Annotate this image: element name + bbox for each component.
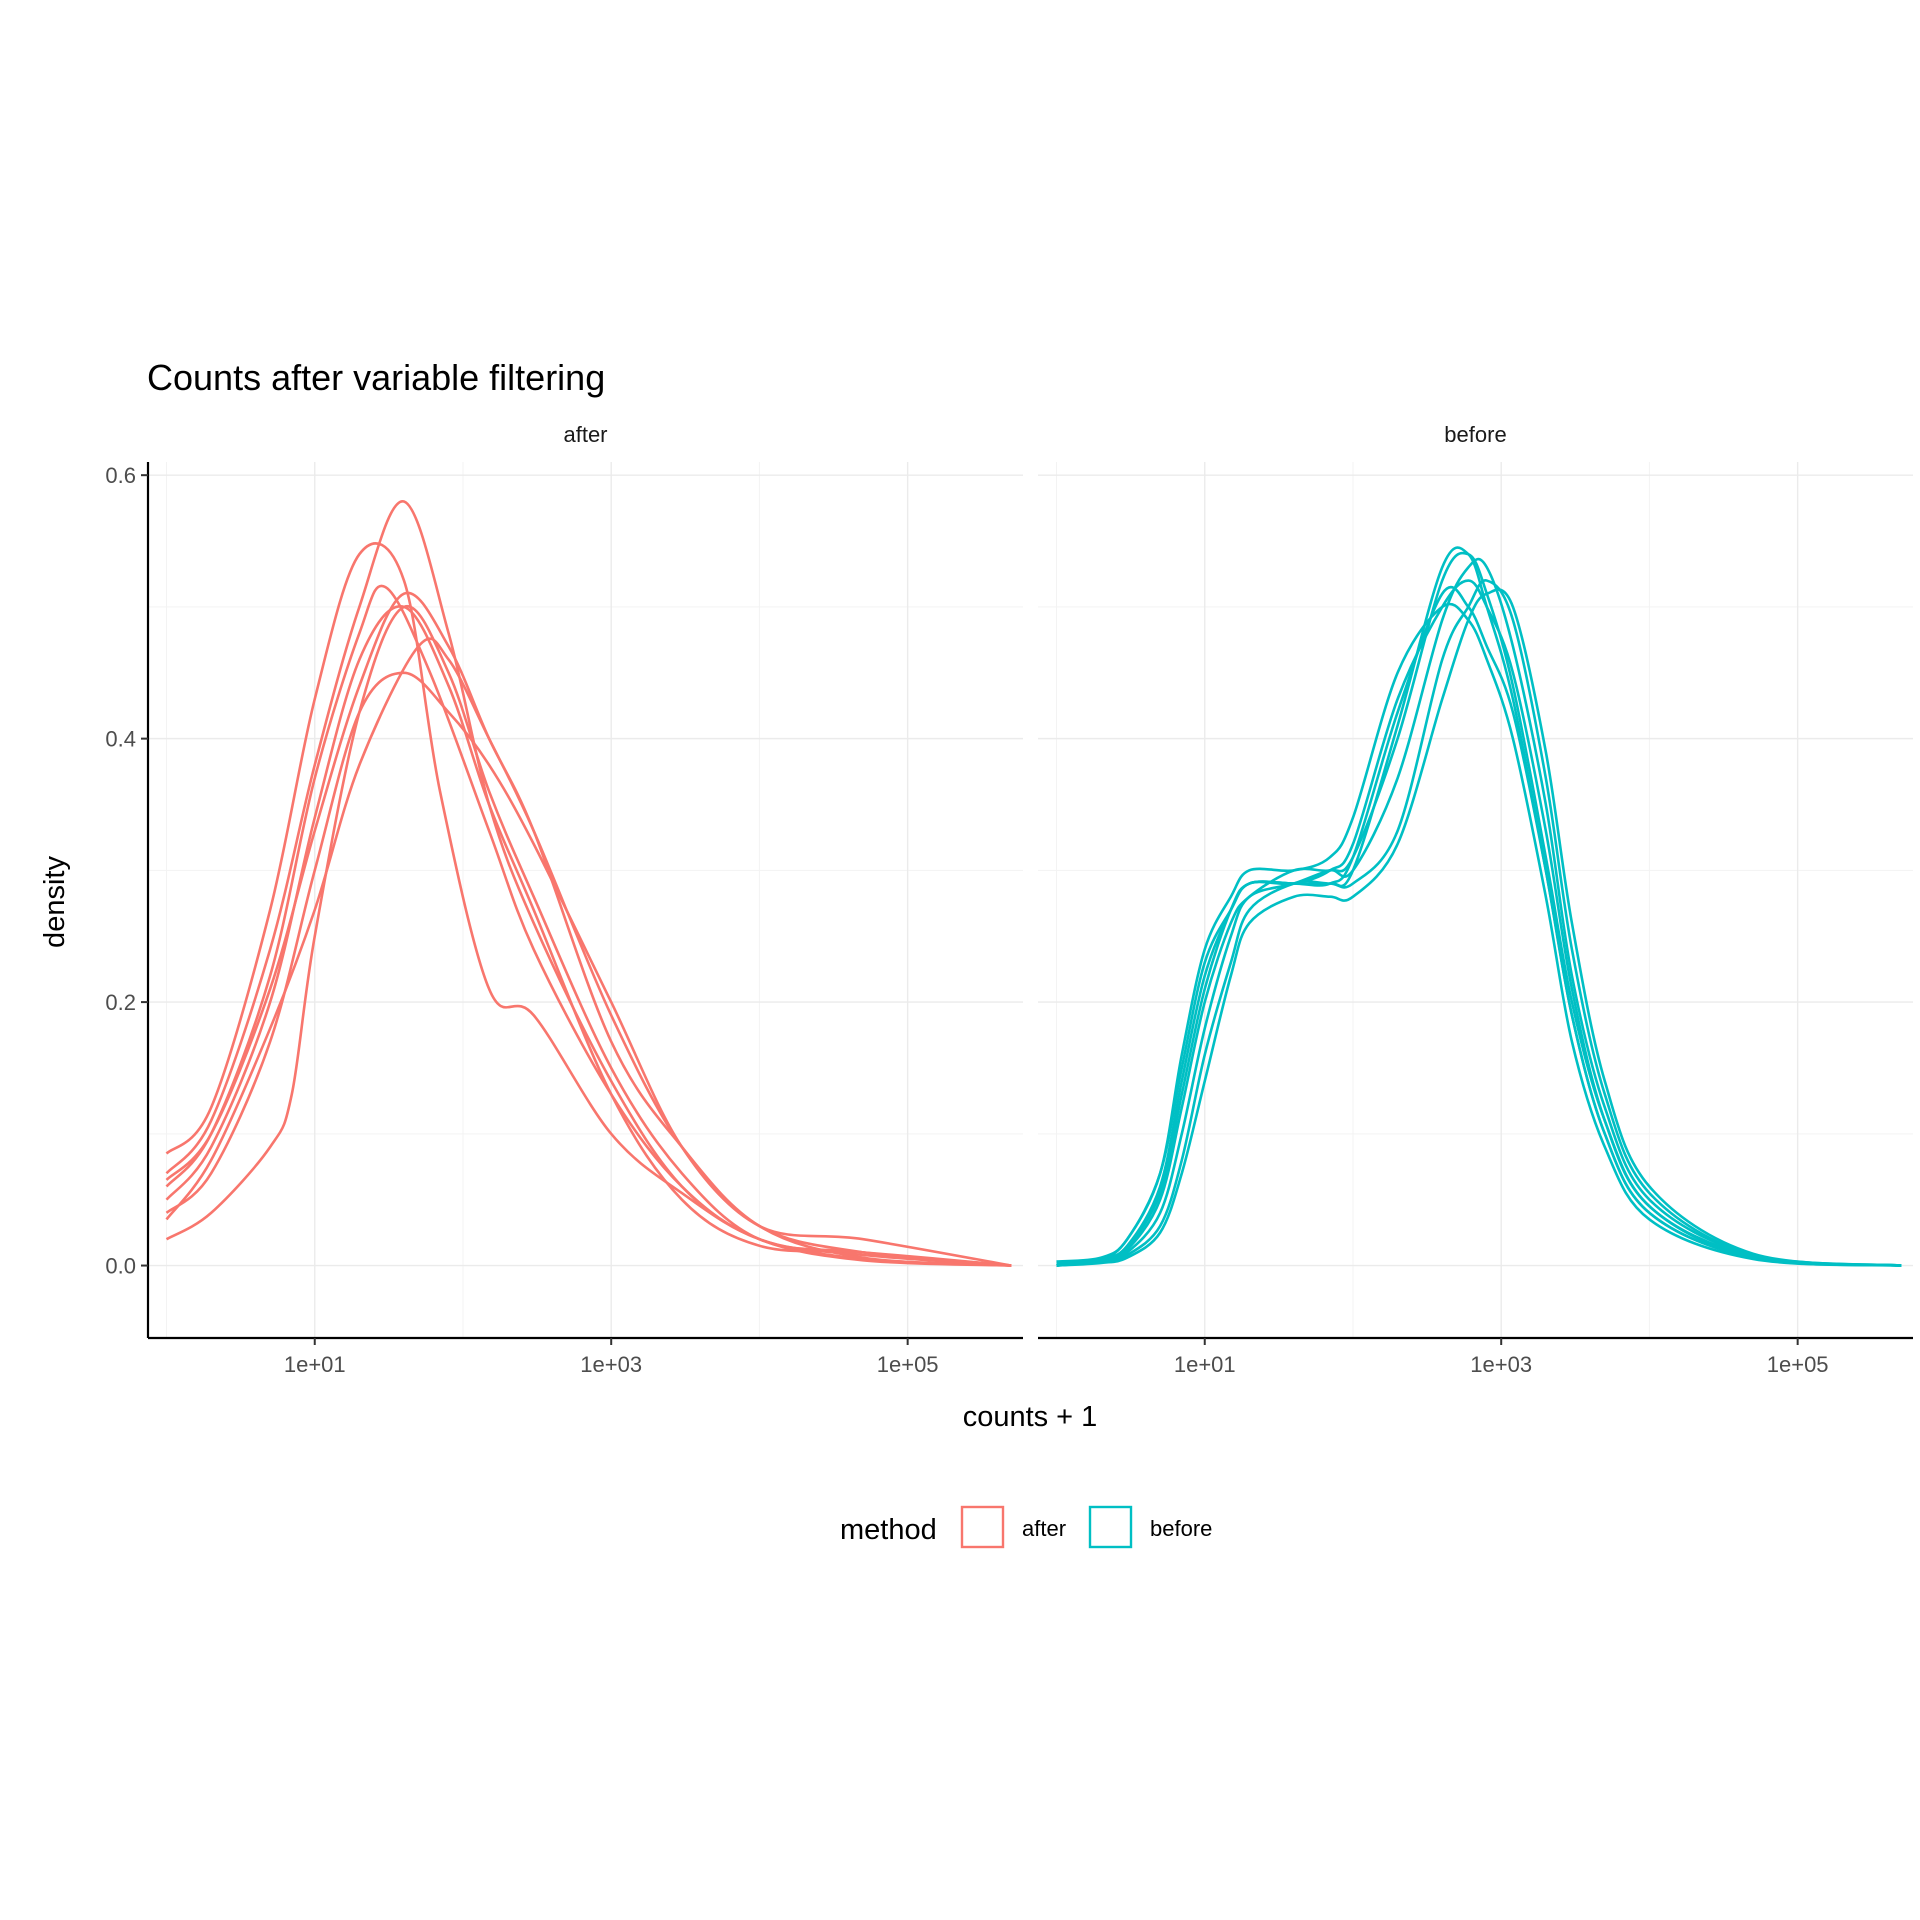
x-tick-label: 1e+05	[877, 1352, 939, 1377]
legend-key-after	[960, 1505, 1005, 1549]
x-axis-title: counts + 1	[963, 1401, 1098, 1433]
y-axis-title: density	[39, 856, 71, 948]
density-curve-after-8	[165, 605, 1012, 1267]
density-curve-before-5	[1056, 579, 1902, 1267]
density-curve-before-7	[1056, 588, 1902, 1267]
y-tick-label: 0.4	[105, 727, 136, 752]
x-tick-label: 1e+05	[1767, 1352, 1829, 1377]
density-curve-after-1	[165, 542, 1012, 1267]
legend-entry-before: before	[1088, 1505, 1212, 1549]
legend-entries: after before	[960, 1505, 1212, 1549]
x-tick-label: 1e+03	[580, 1352, 642, 1377]
y-tick-label: 0.2	[105, 990, 136, 1015]
density-curve-before-4	[1056, 557, 1902, 1267]
density-curve-before-6	[1056, 546, 1902, 1267]
facet-panels: after 0.0 0.2 0.4 0.6 1e+01 1e+03 1e+05 before 1e…	[105, 422, 1913, 1377]
facet-strip-label: before	[1444, 422, 1506, 447]
y-tick-label: 0.0	[105, 1254, 136, 1279]
y-tick-label: 0.6	[105, 463, 136, 488]
x-tick-label: 1e+01	[1174, 1352, 1236, 1377]
legend-entry-after: after	[960, 1505, 1066, 1549]
density-curve-before-3	[1056, 602, 1902, 1267]
density-curve-before-8	[1056, 579, 1902, 1267]
chart-title: Counts after variable filtering	[147, 357, 605, 398]
legend-title: method	[840, 1514, 937, 1546]
x-tick-label: 1e+01	[284, 1352, 346, 1377]
facet-strip-label: after	[563, 422, 607, 447]
legend-key-before	[1088, 1505, 1133, 1549]
legend: method after before	[840, 1505, 1212, 1549]
density-curve-after-2	[165, 500, 1012, 1267]
density-curve-after-7	[165, 637, 1012, 1267]
facet-panel-before: before 1e+01 1e+03 1e+05	[1038, 422, 1913, 1377]
density-curve-after-4	[165, 584, 1012, 1267]
facet-panel-after: after 0.0 0.2 0.4 0.6 1e+01 1e+03 1e+05	[105, 422, 1023, 1377]
x-tick-label: 1e+03	[1470, 1352, 1532, 1377]
legend-label: after	[1022, 1516, 1066, 1541]
density-curve-after-3	[165, 591, 1012, 1267]
legend-label: before	[1150, 1516, 1212, 1541]
density-curve-after-5	[165, 605, 1012, 1267]
